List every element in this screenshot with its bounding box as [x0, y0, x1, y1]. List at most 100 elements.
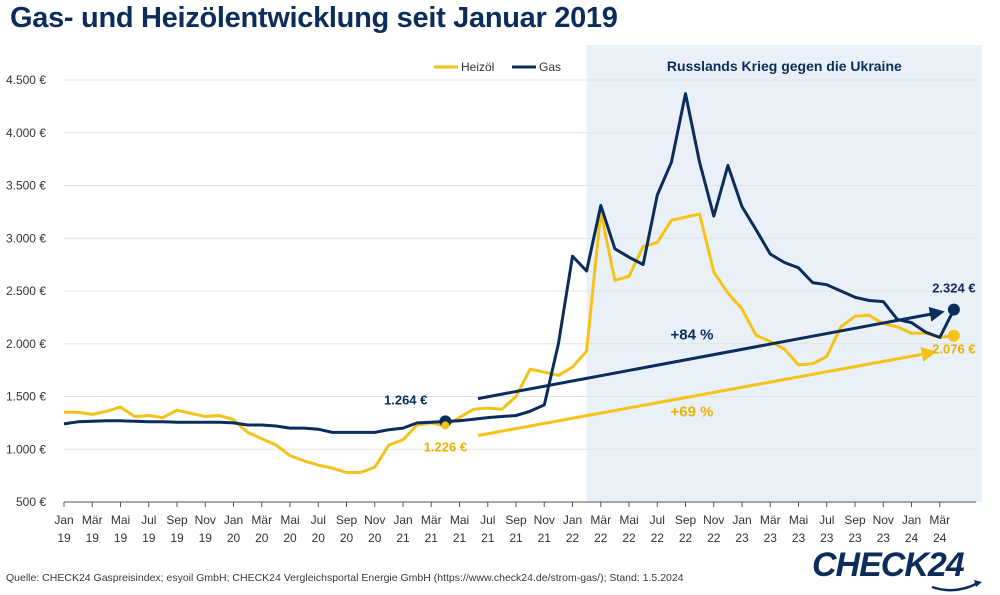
- check24-logo: CHECK24: [812, 546, 965, 584]
- y-tick-label: 1.000 €: [6, 442, 46, 456]
- x-tick-label: Mai: [619, 513, 638, 527]
- legend: Heizöl Gas: [434, 60, 561, 74]
- x-tick-label: 20: [255, 531, 269, 545]
- x-tick-label: 20: [283, 531, 297, 545]
- x-tick-label: 19: [86, 531, 100, 545]
- gas-change-label: +84 %: [671, 327, 714, 344]
- x-tick-label: 21: [396, 531, 410, 545]
- x-tick-label: Nov: [703, 513, 724, 527]
- source-note: Quelle: CHECK24 Gaspreisindex; esyoil Gm…: [6, 572, 684, 584]
- x-tick-label: Sep: [505, 513, 527, 527]
- x-tick-label: 21: [425, 531, 439, 545]
- y-tick-label: 2.500 €: [6, 284, 46, 298]
- heizoel-end-label: 2.076 €: [932, 342, 975, 357]
- x-tick-label: 21: [509, 531, 523, 545]
- x-tick-label: Nov: [195, 513, 216, 527]
- x-tick-label: 22: [622, 531, 636, 545]
- y-tick-label: 500 €: [16, 495, 46, 509]
- heizoel-end-marker: [947, 329, 960, 342]
- x-tick-label: Jan: [563, 513, 582, 527]
- series-lines: [63, 92, 956, 474]
- y-tick-label: 2.000 €: [6, 337, 46, 351]
- x-tick-label: 19: [199, 531, 213, 545]
- y-tick-label: 4.000 €: [6, 126, 46, 140]
- chart-title: Gas- und Heizölentwicklung seit Januar 2…: [10, 2, 618, 34]
- x-tick-label: 23: [735, 531, 749, 545]
- x-tick-label: 20: [312, 531, 326, 545]
- x-tick-label: Jul: [311, 513, 326, 527]
- x-tick-label: 19: [142, 531, 156, 545]
- x-tick-label: Nov: [534, 513, 555, 527]
- x-tick-label: Jul: [480, 513, 495, 527]
- war-period-label: Russlands Krieg gegen die Ukraine: [667, 58, 902, 74]
- heizoel-change-label: +69 %: [671, 404, 714, 421]
- x-tick-label: Mai: [280, 513, 299, 527]
- legend-label: Gas: [539, 60, 561, 74]
- x-tick-label: Mär: [421, 513, 442, 527]
- x-tick-label: Mai: [111, 513, 130, 527]
- x-tick-label: Jan: [393, 513, 412, 527]
- x-tick-label: Mär: [929, 513, 950, 527]
- x-tick-label: 22: [679, 531, 693, 545]
- y-gridlines: [64, 79, 976, 503]
- legend-label: Heizöl: [461, 60, 494, 74]
- gas-end-marker: [947, 303, 960, 316]
- gas-line: [63, 92, 956, 434]
- x-tick-label: 21: [538, 531, 552, 545]
- x-tick-label: Jul: [141, 513, 156, 527]
- x-tick-label: 21: [481, 531, 495, 545]
- x-tick-label: Mai: [450, 513, 469, 527]
- x-tick-label: Jul: [819, 513, 834, 527]
- x-tick-label: 19: [170, 531, 184, 545]
- gas-end-label: 2.324 €: [932, 281, 975, 296]
- gas-start-label: 1.264 €: [384, 392, 427, 407]
- x-tick-label: Sep: [336, 513, 358, 527]
- heizoel-start-marker: [441, 421, 450, 430]
- logo-swoosh-icon: [931, 580, 982, 592]
- war-period-shading: [586, 45, 982, 502]
- x-tick-label: Nov: [873, 513, 894, 527]
- x-tick-label: Mär: [760, 513, 781, 527]
- x-tick-label: Jan: [224, 513, 243, 527]
- x-tick-label: Nov: [364, 513, 385, 527]
- x-tick-label: Jan: [54, 513, 73, 527]
- x-tick-label: Sep: [166, 513, 188, 527]
- x-tick-label: 20: [227, 531, 241, 545]
- x-tick-label: 23: [848, 531, 862, 545]
- x-tick-label: 23: [877, 531, 891, 545]
- x-tick-label: 21: [453, 531, 467, 545]
- x-tick-label: Jul: [650, 513, 665, 527]
- x-tick-label: Sep: [675, 513, 697, 527]
- x-tick-label: Sep: [844, 513, 866, 527]
- x-tick-label: 22: [707, 531, 721, 545]
- x-tick-label: 24: [933, 531, 947, 545]
- heizoel-start-label: 1.226 €: [424, 439, 467, 454]
- x-tick-label: 22: [594, 531, 608, 545]
- heizoel-line: [64, 210, 955, 474]
- x-tick-label: Jan: [902, 513, 921, 527]
- heizoel-trend-arrow: [477, 346, 937, 438]
- x-tick-label: Mai: [789, 513, 808, 527]
- y-axis: 500 € 1.000 € 1.500 € 2.000 € 2.500 € 3.000 €…: [6, 73, 46, 509]
- y-tick-label: 4.500 €: [6, 73, 46, 87]
- x-tick-label: 23: [792, 531, 806, 545]
- x-tick-label: 19: [57, 531, 71, 545]
- x-tick-label: 22: [651, 531, 665, 545]
- trend-arrows: [477, 306, 945, 438]
- gas-trend-arrow: [477, 306, 945, 401]
- x-tick-label: 24: [905, 531, 919, 545]
- x-tick-label: Mär: [590, 513, 611, 527]
- endpoint-markers: [439, 303, 960, 430]
- x-tick-label: 20: [340, 531, 354, 545]
- x-tick-label: Mär: [251, 513, 272, 527]
- data-labels: 1.264 € 1.226 € 2.324 € 2.076 € +84 % +69 %: [384, 281, 976, 455]
- y-tick-label: 1.500 €: [6, 390, 46, 404]
- x-tick-label: 20: [368, 531, 382, 545]
- y-tick-label: 3.500 €: [6, 179, 46, 193]
- x-tick-label: Mär: [82, 513, 103, 527]
- x-tick-label: 19: [114, 531, 128, 545]
- x-tick-label: Jan: [732, 513, 751, 527]
- y-tick-label: 3.000 €: [6, 231, 46, 245]
- x-tick-label: 23: [764, 531, 778, 545]
